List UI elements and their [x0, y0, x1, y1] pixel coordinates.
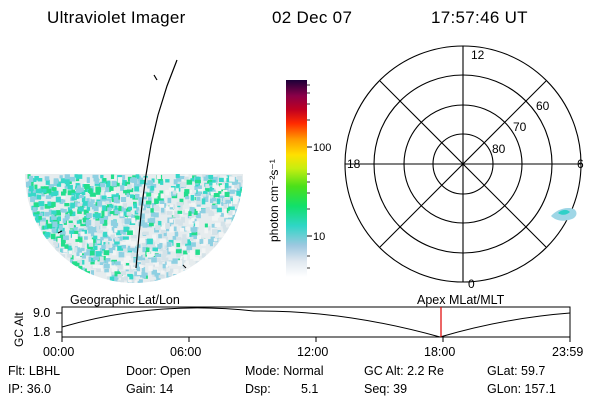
timeline-plot [56, 306, 571, 342]
timeline-tick-0000: 00:00 [43, 345, 75, 359]
mlt-label-6: 6 [577, 157, 584, 171]
ip-readout: IP: 36.0 [8, 382, 52, 396]
uv-image-halfdisk [25, 59, 243, 283]
door-readout: Door: Open [126, 364, 191, 378]
colorbar-tick-10: 10 [313, 231, 325, 243]
dsp-value: 5.1 [301, 382, 319, 396]
mlt-label-18: 18 [347, 157, 361, 171]
mode-readout: Mode: Normal [245, 364, 324, 378]
colorbar-tick-100: 100 [313, 142, 331, 154]
timeline-tick-0600: 06:00 [170, 345, 202, 359]
mlt-label-0: 0 [468, 277, 475, 291]
glat-readout: GLat: 59.7 [487, 364, 546, 378]
lat-label-70: 70 [513, 120, 527, 134]
polar-plot [344, 45, 582, 283]
timeline-ymin: 1.8 [33, 325, 51, 339]
gain-readout: Gain: 14 [126, 382, 174, 396]
lat-label-60: 60 [536, 99, 550, 113]
filter-readout: Flt: LBHL [8, 364, 61, 378]
timeline-tick-2359: 23:59 [552, 345, 584, 359]
meridian-line [135, 59, 178, 269]
gc-alt-readout: GC Alt: 2.2 Re [364, 364, 444, 378]
glon-readout: GLon: 157.1 [487, 382, 556, 396]
mlt-label-12: 12 [471, 48, 485, 62]
polar-blob [551, 207, 577, 221]
timeline-left-title: Geographic Lat/Lon [70, 293, 180, 307]
instrument-title: Ultraviolet Imager [47, 8, 186, 27]
time-label: 17:57:46 UT [431, 8, 528, 27]
timeline-tick-1200: 12:00 [297, 345, 329, 359]
color-scale-bar [286, 80, 312, 277]
timeline-right-title: Apex MLat/MLT [417, 293, 505, 307]
date-label: 02 Dec 07 [272, 8, 353, 27]
timeline-tick-1800: 18:00 [424, 345, 456, 359]
timeline-axis-label: GC Alt [12, 312, 26, 347]
timeline-ymax: 9.0 [33, 306, 51, 320]
lat-label-80: 80 [492, 142, 506, 156]
seq-readout: Seq: 39 [364, 382, 408, 396]
colorbar-unit-label: photon cm⁻²s⁻¹ [267, 159, 281, 242]
dsp-label: Dsp: [245, 382, 271, 396]
